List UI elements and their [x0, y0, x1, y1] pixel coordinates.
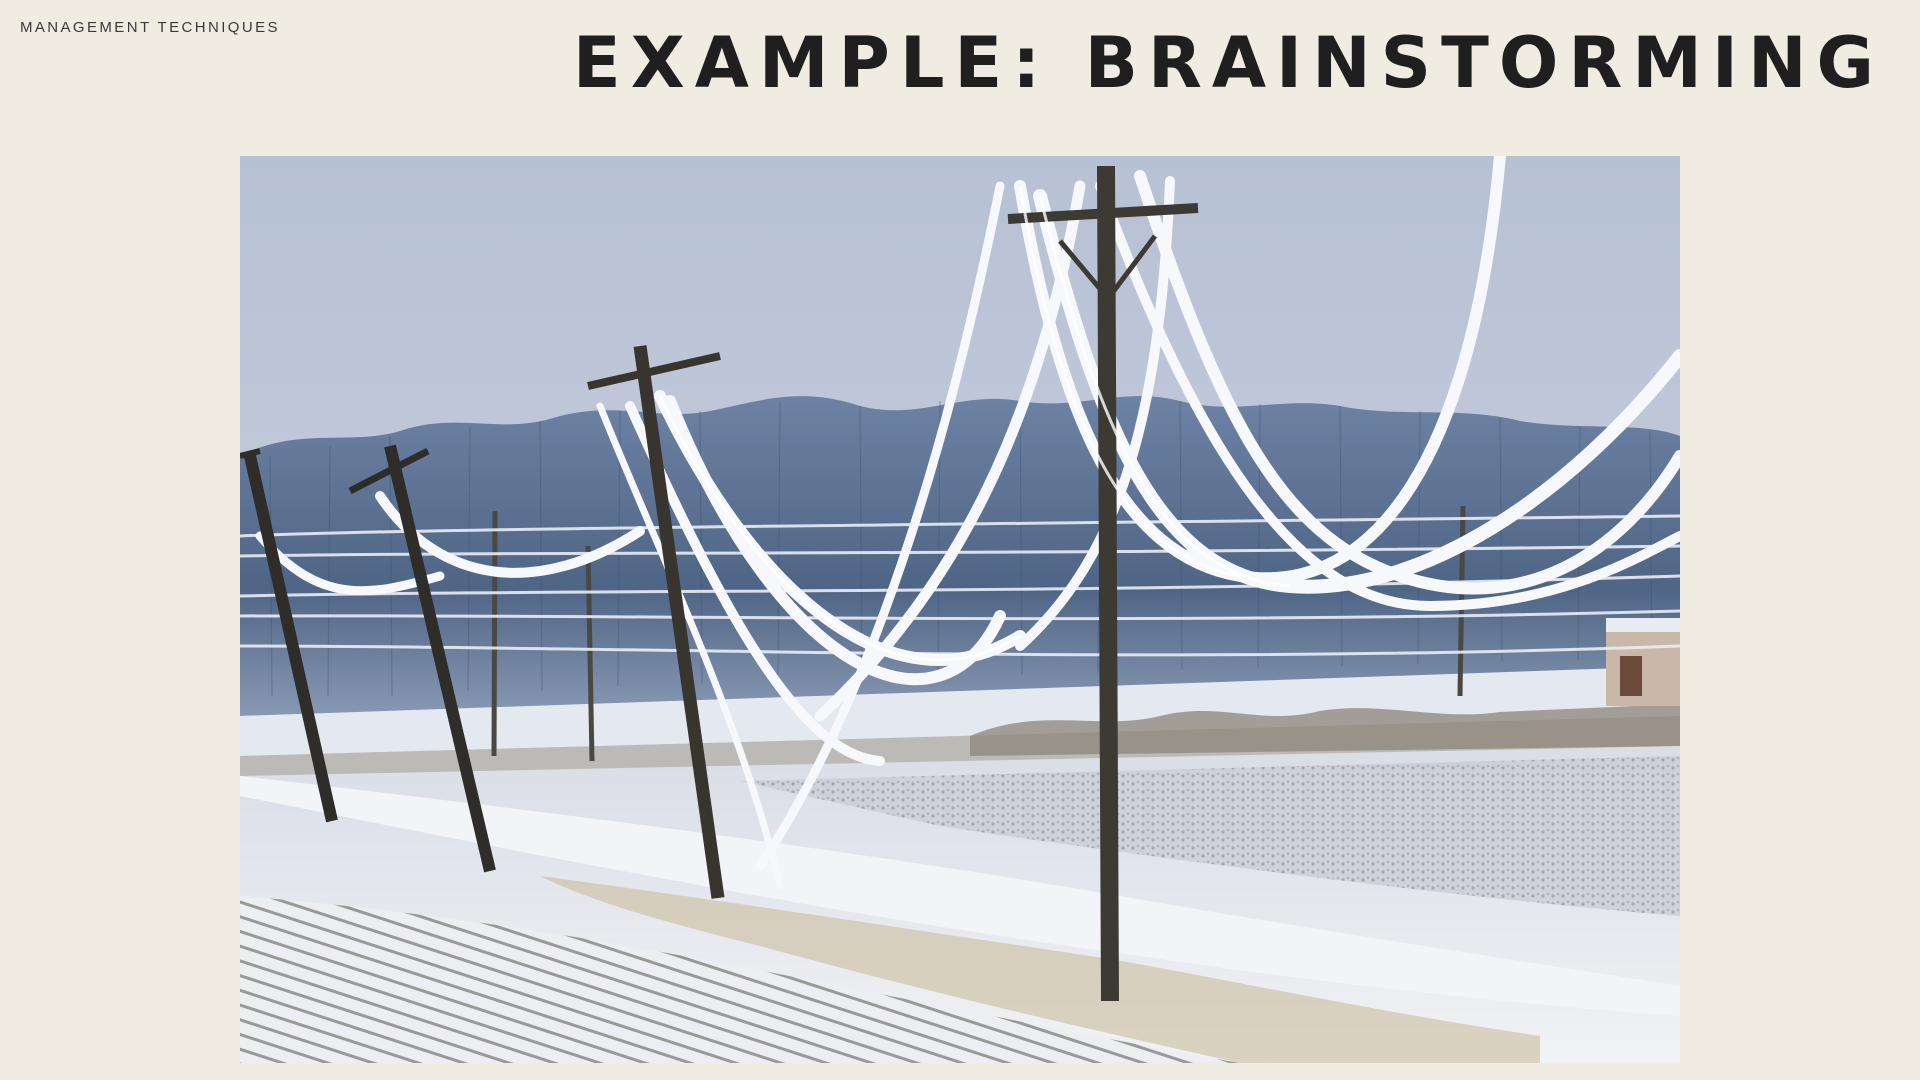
farm-building [1606, 618, 1680, 706]
distant-snow [240, 666, 1680, 756]
brush-pile [970, 704, 1680, 756]
stubble-field [740, 756, 1680, 916]
slide-title: EXAMPLE: BRAINSTORMING [572, 22, 1884, 104]
utility-poles [240, 165, 1199, 1002]
snowy-road [240, 776, 1680, 1016]
furrowed-foreground [240, 896, 1240, 1063]
section-label: MANAGEMENT TECHNIQUES [20, 19, 280, 36]
ice-highlights [658, 185, 1291, 662]
ice-covered-power-lines-photo [240, 156, 1680, 1063]
dry-grass [540, 876, 1540, 1063]
ice-storm-photo [240, 156, 1680, 1063]
treeline [240, 396, 1680, 716]
